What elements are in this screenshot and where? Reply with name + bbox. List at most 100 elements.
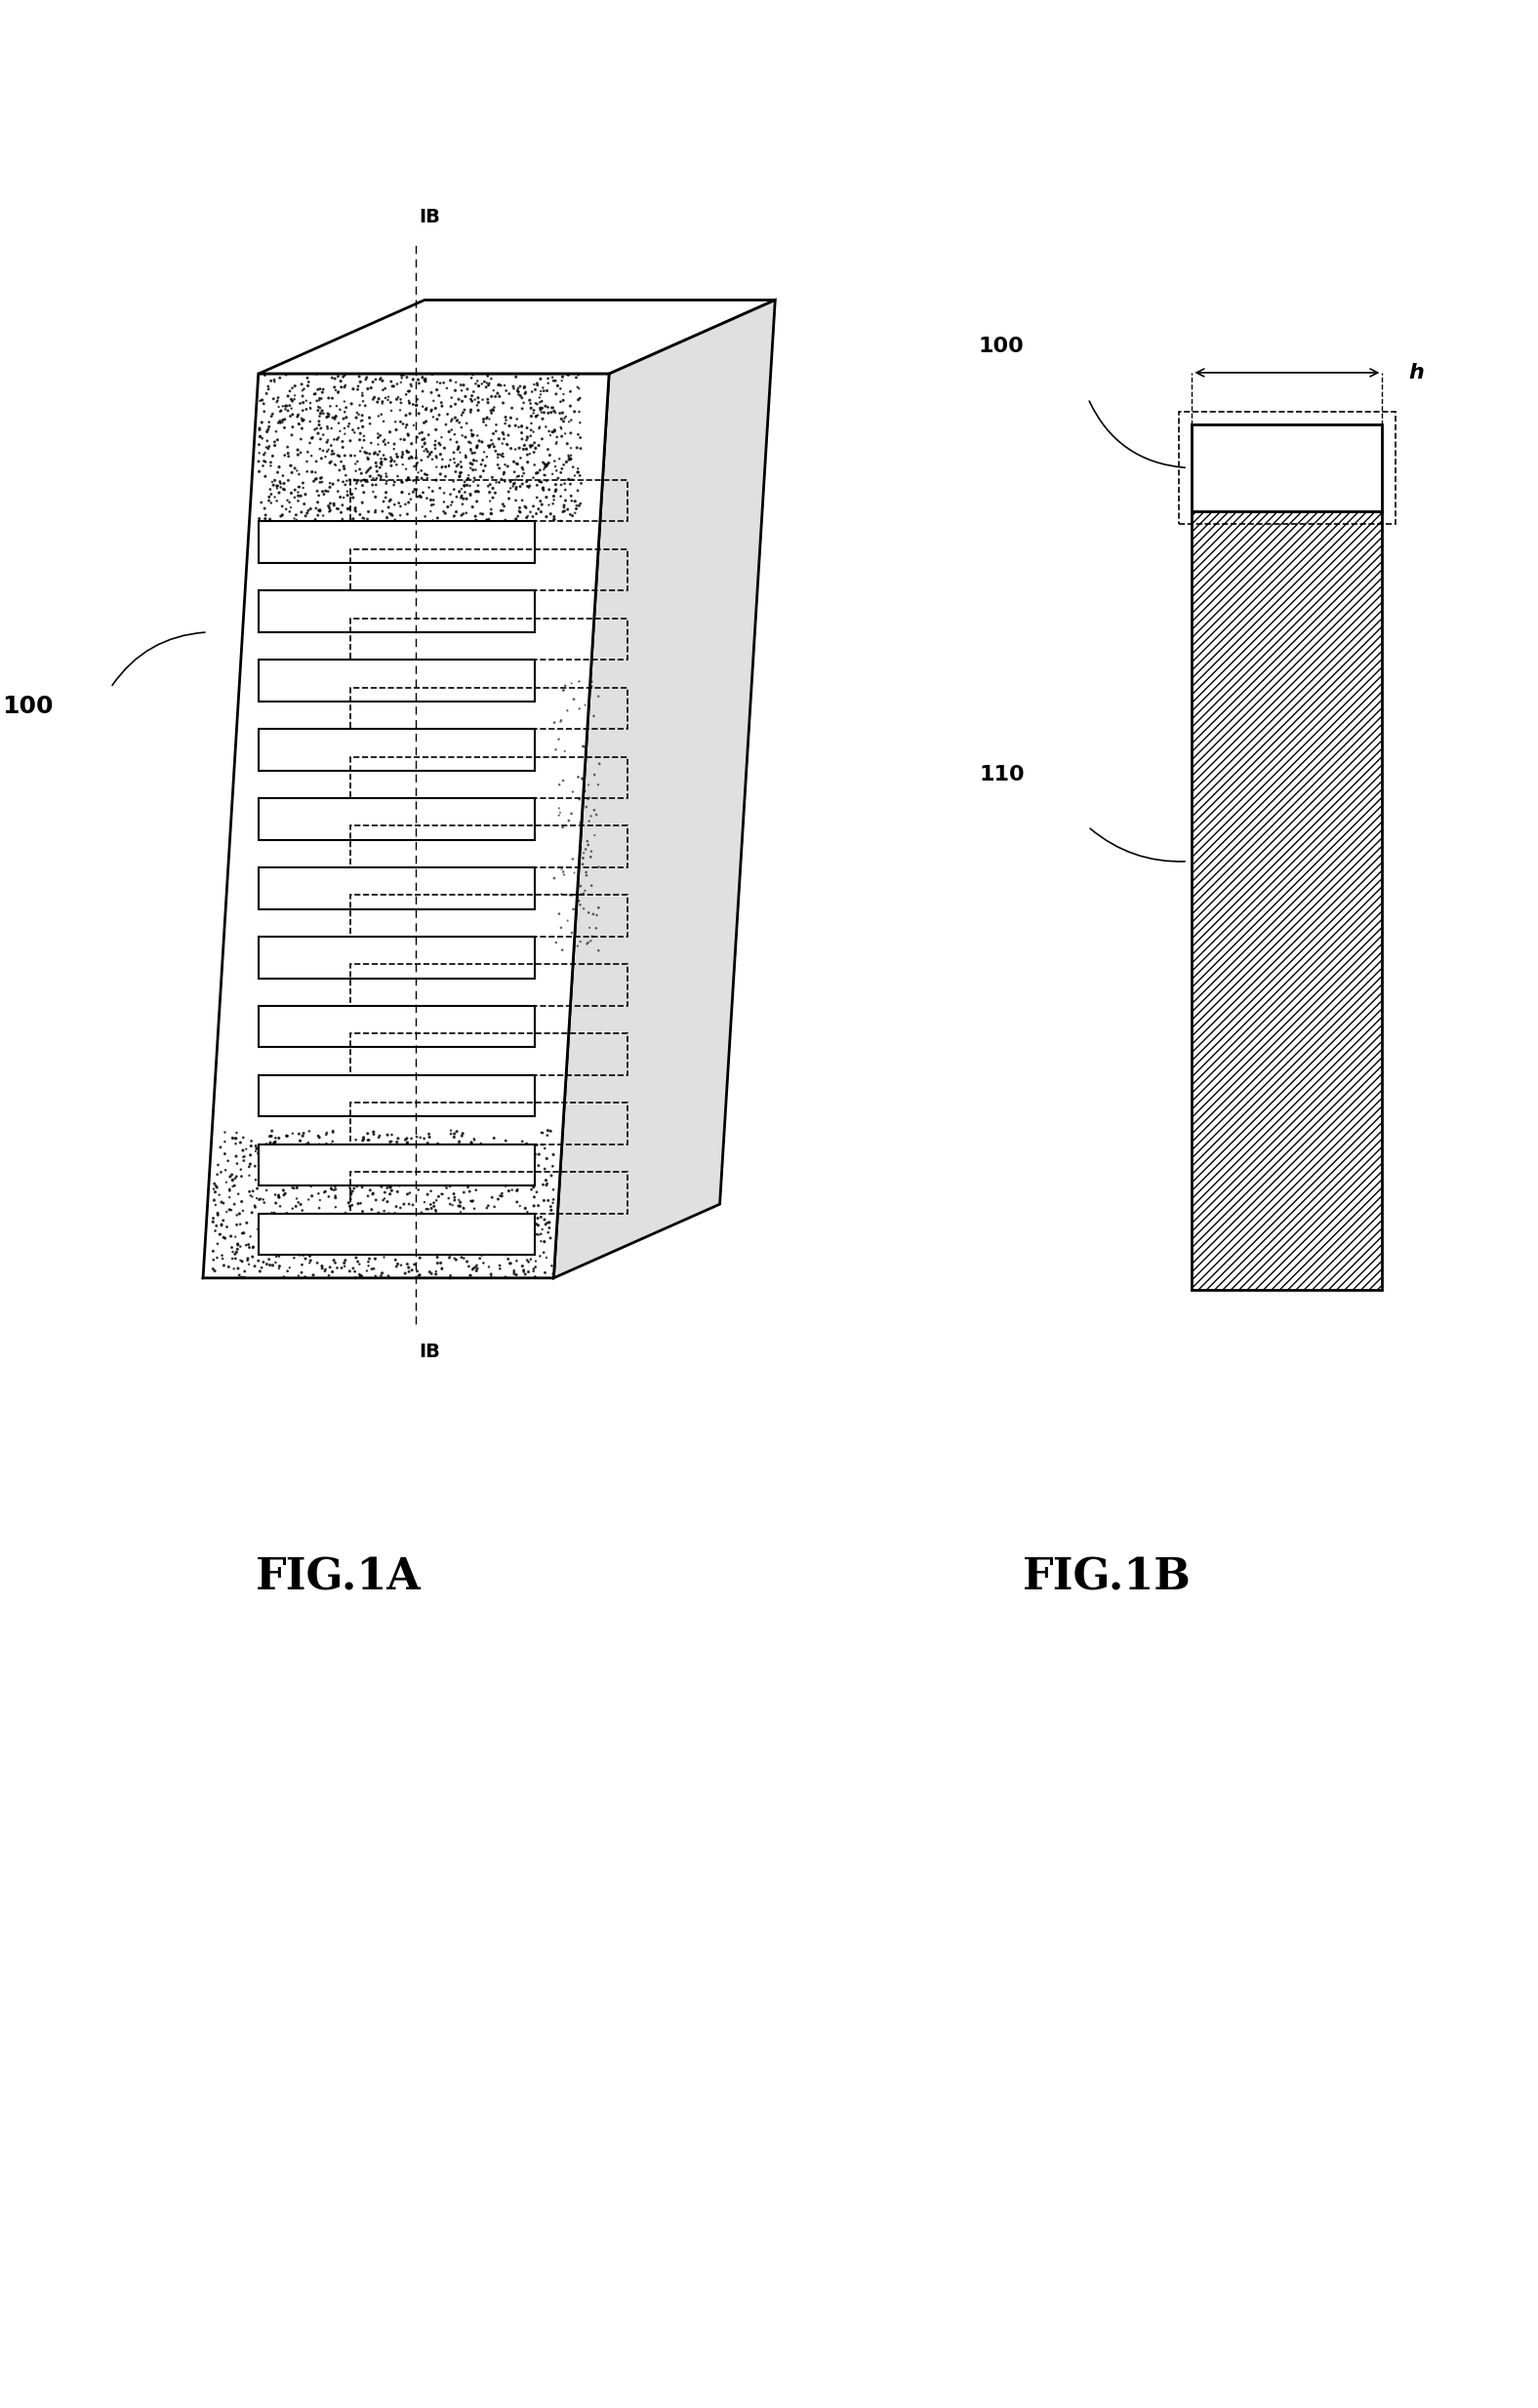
Point [571, 761, 595, 799]
Point [251, 1132, 275, 1170]
Point [537, 1204, 561, 1243]
Point [532, 445, 557, 484]
Point [308, 378, 332, 417]
Point [389, 419, 414, 458]
Point [535, 445, 560, 484]
Point [323, 359, 348, 397]
Point [512, 373, 537, 412]
Point [349, 462, 374, 501]
Point [424, 1245, 449, 1283]
Point [424, 1238, 449, 1276]
Point [520, 1223, 544, 1262]
Point [369, 1255, 394, 1293]
Point [458, 1257, 483, 1296]
Point [417, 1252, 441, 1291]
Point [572, 872, 597, 910]
Point [481, 1120, 506, 1158]
Point [432, 1202, 457, 1240]
Point [348, 356, 372, 395]
Point [346, 1156, 371, 1194]
Point [331, 1151, 355, 1190]
Point [518, 405, 543, 443]
Point [532, 1233, 557, 1271]
Point [421, 1209, 446, 1247]
Point [208, 1216, 232, 1255]
Point [557, 402, 581, 441]
Point [343, 1252, 368, 1291]
Point [537, 470, 561, 508]
Point [378, 445, 403, 484]
Point [466, 378, 491, 417]
Point [320, 431, 345, 470]
Point [248, 409, 272, 448]
Point [283, 366, 308, 405]
Point [444, 477, 469, 515]
Point [466, 383, 491, 421]
Point [468, 1228, 492, 1267]
Point [292, 1163, 317, 1202]
Point [518, 429, 543, 467]
Point [243, 1187, 268, 1226]
Point [503, 501, 528, 539]
Point [521, 486, 546, 525]
Point [537, 412, 561, 450]
Point [289, 1252, 314, 1291]
Point [326, 489, 351, 527]
Point [411, 1226, 435, 1264]
Point [261, 361, 286, 400]
Point [492, 486, 517, 525]
Point [345, 393, 369, 431]
Point [411, 388, 435, 426]
Point [258, 1199, 283, 1238]
Point [532, 1223, 557, 1262]
Point [395, 433, 420, 472]
Point [363, 433, 388, 472]
Point [524, 397, 549, 436]
Point [469, 1132, 494, 1170]
Point [378, 393, 403, 431]
Point [248, 409, 272, 448]
Point [418, 373, 443, 412]
Point [317, 486, 341, 525]
Point [315, 397, 340, 436]
Point [277, 385, 301, 424]
Point [343, 1218, 368, 1257]
Point [349, 1141, 374, 1180]
Point [285, 450, 309, 489]
Point [231, 1117, 255, 1156]
Point [506, 496, 531, 535]
Point [345, 462, 369, 501]
Point [443, 443, 468, 482]
Point [540, 359, 564, 397]
Point [315, 431, 340, 470]
Point [443, 414, 468, 453]
Point [441, 1206, 466, 1245]
Point [432, 429, 457, 467]
Point [511, 1250, 535, 1288]
Point [309, 438, 334, 477]
Point [300, 453, 325, 491]
Point [334, 1228, 358, 1267]
Point [317, 1223, 341, 1262]
Point [401, 448, 426, 486]
Point [441, 433, 466, 472]
Point [406, 477, 431, 515]
Point [577, 908, 601, 946]
Point [454, 378, 478, 417]
Point [305, 472, 329, 510]
Point [272, 465, 297, 503]
Point [511, 465, 535, 503]
Point [540, 388, 564, 426]
Point [305, 1209, 329, 1247]
Point [271, 1137, 295, 1175]
Point [475, 397, 500, 436]
Point [440, 412, 464, 450]
Point [572, 686, 597, 725]
Point [489, 1175, 514, 1214]
Point [417, 467, 441, 506]
Point [509, 407, 534, 445]
Point [237, 1226, 261, 1264]
Point [254, 443, 278, 482]
Point [345, 1209, 369, 1247]
Point [457, 460, 481, 498]
